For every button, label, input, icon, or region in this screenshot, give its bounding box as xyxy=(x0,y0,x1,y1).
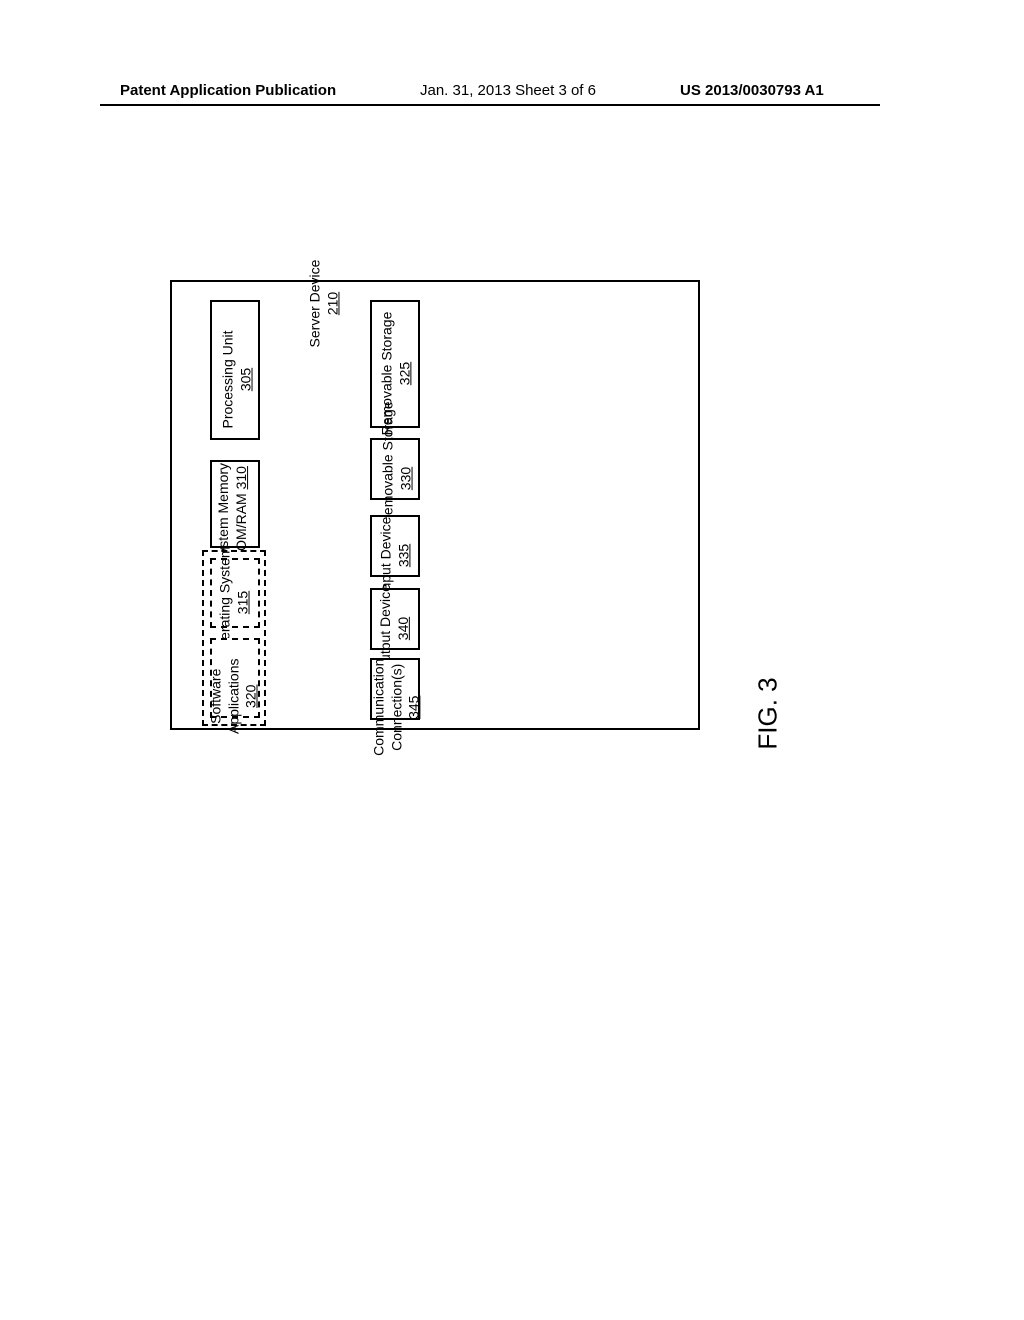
diagram-area: Server Device 210 Processing Unit 305 Sy… xyxy=(170,280,700,730)
ref-315: 315 xyxy=(234,591,250,614)
label-software-applications: Software Applications 320 xyxy=(208,659,261,735)
page: Patent Application Publication Jan. 31, … xyxy=(0,0,1024,1320)
header-middle: Jan. 31, 2013 Sheet 3 of 6 xyxy=(420,82,596,99)
ref-340: 340 xyxy=(394,617,410,640)
text-software-2: Applications xyxy=(225,659,241,735)
ref-310: 310 xyxy=(233,466,249,489)
label-processing-unit: Processing Unit 305 xyxy=(220,330,255,428)
header-left: Patent Application Publication xyxy=(120,82,336,99)
ref-335: 335 xyxy=(395,544,411,567)
server-device-label: Server Device 210 xyxy=(306,260,341,348)
ref-345: 345 xyxy=(405,696,421,719)
header-row: Patent Application Publication Jan. 31, … xyxy=(0,82,1024,106)
text-comm-2: Connection(s) xyxy=(388,664,404,751)
label-input-device: Input Device 335 xyxy=(377,517,412,595)
text-processing-unit: Processing Unit xyxy=(220,330,236,428)
server-device-ref: 210 xyxy=(324,292,340,315)
header-right: US 2013/0030793 A1 xyxy=(680,82,824,99)
label-communication-connections: Communication Connection(s) 345 xyxy=(370,659,423,756)
text-input-device: Input Device xyxy=(377,517,393,595)
text-software-1: Software xyxy=(208,669,224,724)
server-device-title: Server Device xyxy=(306,260,322,348)
text-comm-1: Communication xyxy=(370,659,386,756)
ref-325: 325 xyxy=(396,362,412,385)
ref-305: 305 xyxy=(237,368,253,391)
ref-330: 330 xyxy=(397,467,413,490)
ref-320: 320 xyxy=(243,685,259,708)
figure-caption: FIG. 3 xyxy=(753,677,784,749)
header-rule xyxy=(100,104,880,106)
